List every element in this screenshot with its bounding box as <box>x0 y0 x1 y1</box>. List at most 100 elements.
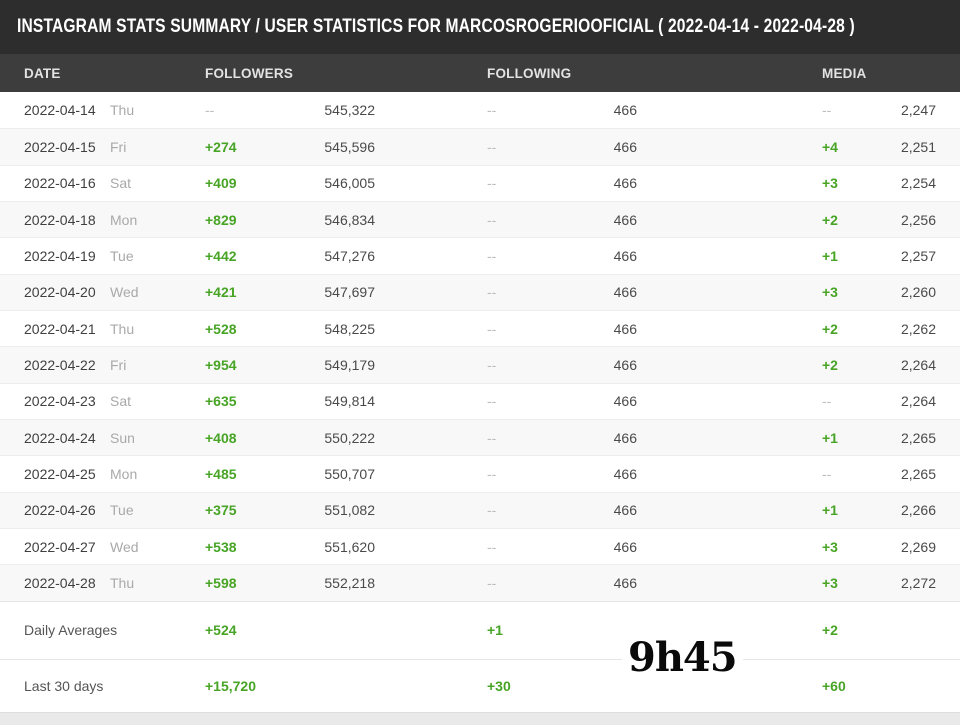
column-header-following: FOLLOWING <box>487 65 572 81</box>
day-cell: Mon <box>110 211 138 228</box>
media-change-cell: +1 <box>822 248 838 265</box>
date-cell: 2022-04-18 <box>24 211 96 228</box>
date-cell: 2022-04-26 <box>24 502 96 519</box>
following-total-cell: 466 <box>613 575 637 592</box>
media-change-cell: -- <box>822 102 832 119</box>
media-total-cell: 2,269 <box>900 538 936 555</box>
media-change-cell: +2 <box>822 211 838 228</box>
table-row: 2022-04-26 Tue +375 551,082 -- 466 +1 2,… <box>0 491 960 529</box>
day-cell: Sat <box>110 175 132 192</box>
followers-change-cell: +635 <box>205 393 237 410</box>
following-total-cell: 466 <box>613 320 637 337</box>
day-cell: Fri <box>110 357 127 374</box>
media-total-cell: 2,251 <box>900 139 936 156</box>
avg-media-change: +2 <box>822 622 838 639</box>
column-header-followers: FOLLOWERS <box>205 65 294 81</box>
column-header-media: MEDIA <box>822 65 867 81</box>
following-total-cell: 466 <box>613 466 637 483</box>
followers-total-cell: 549,814 <box>324 393 375 410</box>
date-cell: 2022-04-20 <box>24 284 96 301</box>
last30-followers-change: +15,720 <box>205 677 256 694</box>
table-row: 2022-04-27 Wed +538 551,620 -- 466 +3 2,… <box>0 528 960 565</box>
media-change-cell: +1 <box>822 502 838 519</box>
media-total-cell: 2,257 <box>900 248 936 265</box>
media-total-cell: 2,265 <box>900 466 936 483</box>
daily-averages-row: Daily Averages +524 +1 +2 <box>0 600 960 659</box>
followers-total-cell: 549,179 <box>324 357 375 374</box>
media-change-cell: +2 <box>822 357 838 374</box>
following-change-cell: -- <box>487 248 497 265</box>
followers-total-cell: 552,218 <box>324 575 375 592</box>
media-change-cell: +4 <box>822 139 838 156</box>
following-total-cell: 466 <box>613 284 637 301</box>
followers-change-cell: +408 <box>205 429 237 446</box>
media-total-cell: 2,264 <box>900 393 936 410</box>
followers-change-cell: +538 <box>205 538 237 555</box>
table-row: 2022-04-28 Thu +598 552,218 -- 466 +3 2,… <box>0 564 960 601</box>
following-total-cell: 466 <box>613 102 637 119</box>
media-change-cell: +3 <box>822 284 838 301</box>
table-column-header: DATE FOLLOWERS FOLLOWING MEDIA <box>0 54 960 92</box>
media-total-cell: 2,260 <box>900 284 936 301</box>
followers-change-cell: +954 <box>205 357 237 374</box>
media-total-cell: 2,266 <box>900 502 936 519</box>
table-row: 2022-04-16 Sat +409 546,005 -- 466 +3 2,… <box>0 164 960 202</box>
following-change-cell: -- <box>487 211 497 228</box>
table-row: 2022-04-20 Wed +421 547,697 -- 466 +3 2,… <box>0 273 960 311</box>
last30-media-change: +60 <box>822 677 846 694</box>
followers-total-cell: 545,322 <box>324 102 375 119</box>
media-total-cell: 2,254 <box>900 175 936 192</box>
followers-total-cell: 545,596 <box>324 139 375 156</box>
following-change-cell: -- <box>487 538 497 555</box>
followers-total-cell: 548,225 <box>324 320 375 337</box>
table-row: 2022-04-21 Thu +528 548,225 -- 466 +2 2,… <box>0 310 960 347</box>
table-row: 2022-04-24 Sun +408 550,222 -- 466 +1 2,… <box>0 419 960 456</box>
date-cell: 2022-04-15 <box>24 139 96 156</box>
avg-following-change: +1 <box>487 622 503 639</box>
followers-total-cell: 550,222 <box>324 429 375 446</box>
day-cell: Tue <box>110 502 134 519</box>
avg-followers-change: +524 <box>205 622 237 639</box>
followers-change-cell: +485 <box>205 466 237 483</box>
following-total-cell: 466 <box>613 248 637 265</box>
media-total-cell: 2,247 <box>900 102 936 119</box>
media-change-cell: -- <box>822 466 832 483</box>
summary-label: Daily Averages <box>24 622 118 639</box>
following-change-cell: -- <box>487 139 497 156</box>
day-cell: Wed <box>110 538 139 555</box>
following-total-cell: 466 <box>613 357 637 374</box>
day-cell: Thu <box>110 320 135 337</box>
media-change-cell: -- <box>822 393 832 410</box>
following-change-cell: -- <box>487 320 497 337</box>
followers-total-cell: 546,005 <box>324 175 375 192</box>
last-30-days-row: Last 30 days +15,720 +30 +60 <box>0 658 960 712</box>
followers-total-cell: 547,697 <box>324 284 375 301</box>
followers-total-cell: 546,834 <box>324 211 375 228</box>
following-change-cell: -- <box>487 357 497 374</box>
date-cell: 2022-04-14 <box>24 102 96 119</box>
day-cell: Sun <box>110 429 135 446</box>
media-change-cell: +3 <box>822 575 838 592</box>
date-cell: 2022-04-22 <box>24 357 96 374</box>
followers-total-cell: 547,276 <box>324 248 375 265</box>
last30-following-change: +30 <box>487 677 511 694</box>
following-total-cell: 466 <box>613 139 637 156</box>
followers-total-cell: 550,707 <box>324 466 375 483</box>
summary-label: Last 30 days <box>24 677 104 694</box>
date-cell: 2022-04-27 <box>24 538 96 555</box>
day-cell: Sat <box>110 393 132 410</box>
day-cell: Thu <box>110 102 135 119</box>
day-cell: Mon <box>110 466 138 483</box>
title-bar: INSTAGRAM STATS SUMMARY / USER STATISTIC… <box>0 0 960 54</box>
following-total-cell: 466 <box>613 429 637 446</box>
watermark-text: 9h45 <box>622 638 743 680</box>
followers-change-cell: +829 <box>205 211 237 228</box>
media-change-cell: +3 <box>822 175 838 192</box>
following-change-cell: -- <box>487 175 497 192</box>
day-cell: Tue <box>110 248 134 265</box>
column-header-date: DATE <box>24 65 61 81</box>
media-total-cell: 2,262 <box>900 320 936 337</box>
followers-change-cell: +274 <box>205 139 237 156</box>
date-cell: 2022-04-24 <box>24 429 96 446</box>
date-cell: 2022-04-23 <box>24 393 96 410</box>
